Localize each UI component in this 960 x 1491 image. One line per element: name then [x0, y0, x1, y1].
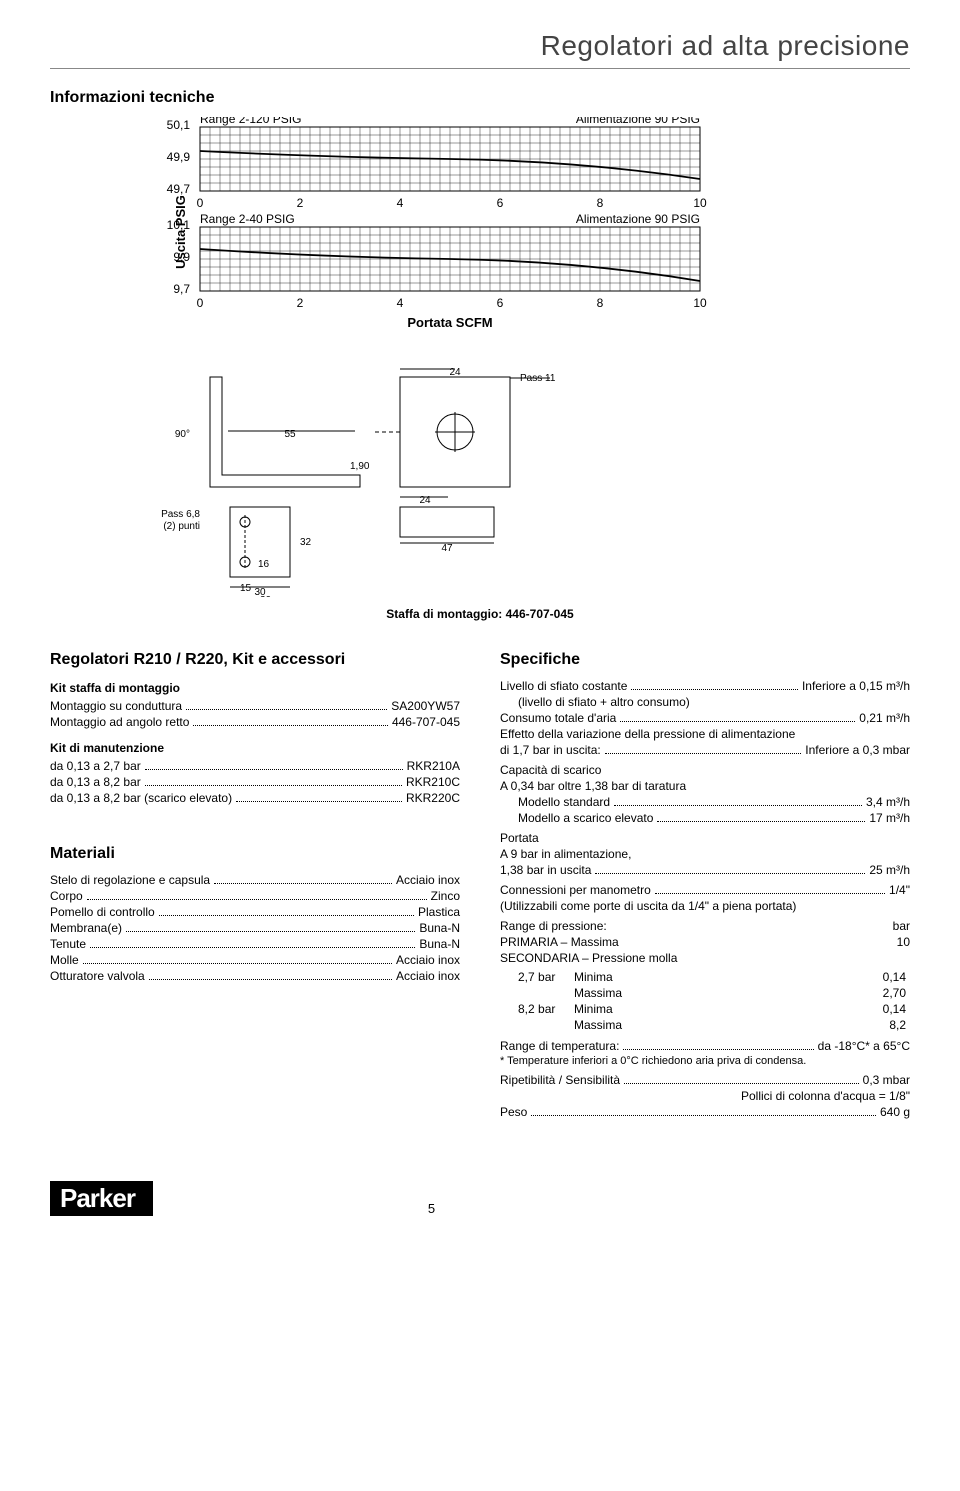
list-row: da 0,13 a 8,2 barRKR210C	[50, 775, 460, 789]
table-row: Massima8,2	[500, 1017, 910, 1033]
kit-manu-heading: Kit di manutenzione	[50, 741, 460, 755]
list-row: Stelo di regolazione e capsulaAcciaio in…	[50, 873, 460, 887]
svg-text:8: 8	[597, 196, 604, 210]
svg-text:Range 2-120 PSIG: Range 2-120 PSIG	[200, 117, 301, 126]
page-number: 5	[428, 1201, 435, 1216]
page-title: Regolatori ad alta precisione	[50, 30, 910, 68]
brand-logo: Parker	[50, 1181, 153, 1216]
svg-text:47: 47	[441, 543, 453, 554]
info-tech-heading: Informazioni tecniche	[50, 89, 910, 107]
spec-note: (livello di sfiato + altro consumo)	[500, 695, 910, 709]
svg-text:10: 10	[693, 196, 707, 210]
title-rule	[50, 68, 910, 69]
spec-row: Consumo totale d'aria0,21 m³/h	[500, 711, 910, 725]
spec-sub: Portata	[500, 831, 910, 845]
regolatori-heading: Regolatori R210 / R220, Kit e accessori	[50, 651, 460, 669]
spec-row: Connessioni per manometro1/4"	[500, 883, 910, 897]
spec-row: PRIMARIA – Massima10	[500, 935, 910, 949]
svg-text:15: 15	[240, 583, 252, 594]
right-column: Specifiche Livello di sfiato costanteInf…	[500, 651, 910, 1121]
spec-row: Range di pressione:bar	[500, 919, 910, 933]
left-column: Regolatori R210 / R220, Kit e accessori …	[50, 651, 460, 1121]
table-row: 8,2 barMinima0,14	[500, 1001, 910, 1017]
kit-staffa-heading: Kit staffa di montaggio	[50, 681, 460, 695]
list-row: Montaggio su condutturaSA200YW57	[50, 699, 460, 713]
spec-line: Effetto della variazione della pressione…	[500, 727, 910, 741]
svg-text:32: 32	[300, 537, 312, 548]
spec-row: di 1,7 bar in uscita:Inferiore a 0,3 mba…	[500, 743, 910, 757]
secondaria-table: 2,7 barMinima0,14Massima2,708,2 barMinim…	[500, 969, 910, 1033]
spec-row: Ripetibilità / Sensibilità0,3 mbar	[500, 1073, 910, 1087]
spec-note: (Utilizzabili come porte di uscita da 1/…	[500, 899, 910, 913]
spec-row: 1,38 bar in uscita25 m³/h	[500, 863, 910, 877]
spec-line: A 9 bar in alimentazione,	[500, 847, 910, 861]
svg-text:2: 2	[297, 296, 304, 310]
page-footer: Parker 5	[50, 1181, 910, 1216]
list-row: Modello a scarico elevato17 m³/h	[500, 811, 910, 825]
svg-text:0: 0	[197, 196, 204, 210]
svg-text:10: 10	[693, 296, 707, 310]
list-row: MolleAcciaio inox	[50, 953, 460, 967]
spec-note: Pollici di colonna d'acqua = 1/8"	[500, 1089, 910, 1103]
svg-text:4: 4	[397, 296, 404, 310]
svg-text:16: 16	[258, 559, 270, 570]
spec-sub: Capacità di scarico	[500, 763, 910, 777]
list-row: Montaggio ad angolo retto446-707-045	[50, 715, 460, 729]
list-row: Membrana(e)Buna-N	[50, 921, 460, 935]
spec-row: Livello di sfiato costanteInferiore a 0,…	[500, 679, 910, 693]
svg-text:90°: 90°	[175, 429, 190, 440]
list-row: Otturatore valvolaAcciaio inox	[50, 969, 460, 983]
bracket-caption: Staffa di montaggio: 446-707-045	[50, 607, 910, 621]
table-row: Massima2,70	[500, 985, 910, 1001]
spec-footnote: * Temperature inferiori a 0°C richiedono…	[500, 1055, 910, 1067]
spec-line: A 0,34 bar oltre 1,38 bar di taratura	[500, 779, 910, 793]
spec-sub: SECONDARIA – Pressione molla	[500, 951, 910, 965]
bracket-drawing: Pass 11 24 90° 55 1,90 Pass 6,8 (2) punt…	[140, 367, 600, 597]
list-row: da 0,13 a 8,2 bar (scarico elevato)RKR22…	[50, 791, 460, 805]
list-row: CorpoZinco	[50, 889, 460, 903]
svg-text:30: 30	[254, 587, 266, 597]
svg-text:Alimentazione 90 PSIG: Alimentazione 90 PSIG	[576, 117, 700, 126]
svg-text:9,7: 9,7	[173, 282, 190, 296]
svg-text:10,1: 10,1	[167, 218, 191, 232]
svg-text:6: 6	[497, 196, 504, 210]
list-row: TenuteBuna-N	[50, 937, 460, 951]
svg-text:9,9: 9,9	[173, 250, 190, 264]
specifiche-heading: Specifiche	[500, 651, 910, 669]
spec-row: Range di temperatura:da -18°C* a 65°C	[500, 1039, 910, 1053]
svg-text:(2) punti: (2) punti	[163, 521, 200, 532]
svg-text:6: 6	[497, 296, 504, 310]
svg-text:1,90: 1,90	[350, 461, 370, 472]
svg-text:2: 2	[297, 196, 304, 210]
svg-text:50,1: 50,1	[167, 118, 191, 132]
svg-text:49,9: 49,9	[167, 150, 191, 164]
materiali-heading: Materiali	[50, 845, 460, 863]
svg-text:49,7: 49,7	[167, 182, 191, 196]
list-row: Pomello di controlloPlastica	[50, 905, 460, 919]
svg-text:0: 0	[197, 296, 204, 310]
svg-text:4: 4	[397, 196, 404, 210]
svg-text:Pass 6,8: Pass 6,8	[161, 509, 200, 520]
list-row: da 0,13 a 2,7 barRKR210A	[50, 759, 460, 773]
flow-charts: Uscita PSIG 50,1 49,9 49,7 Range 2-120 P…	[160, 117, 910, 347]
spec-row: Peso640 g	[500, 1105, 910, 1119]
svg-text:Portata SCFM: Portata SCFM	[407, 315, 492, 330]
chart-svg: Uscita PSIG 50,1 49,9 49,7 Range 2-120 P…	[160, 117, 720, 347]
svg-text:Alimentazione 90 PSIG: Alimentazione 90 PSIG	[576, 212, 700, 226]
table-row: 2,7 barMinima0,14	[500, 969, 910, 985]
svg-text:8: 8	[597, 296, 604, 310]
list-row: Modello standard3,4 m³/h	[500, 795, 910, 809]
svg-text:Range 2-40 PSIG: Range 2-40 PSIG	[200, 212, 295, 226]
